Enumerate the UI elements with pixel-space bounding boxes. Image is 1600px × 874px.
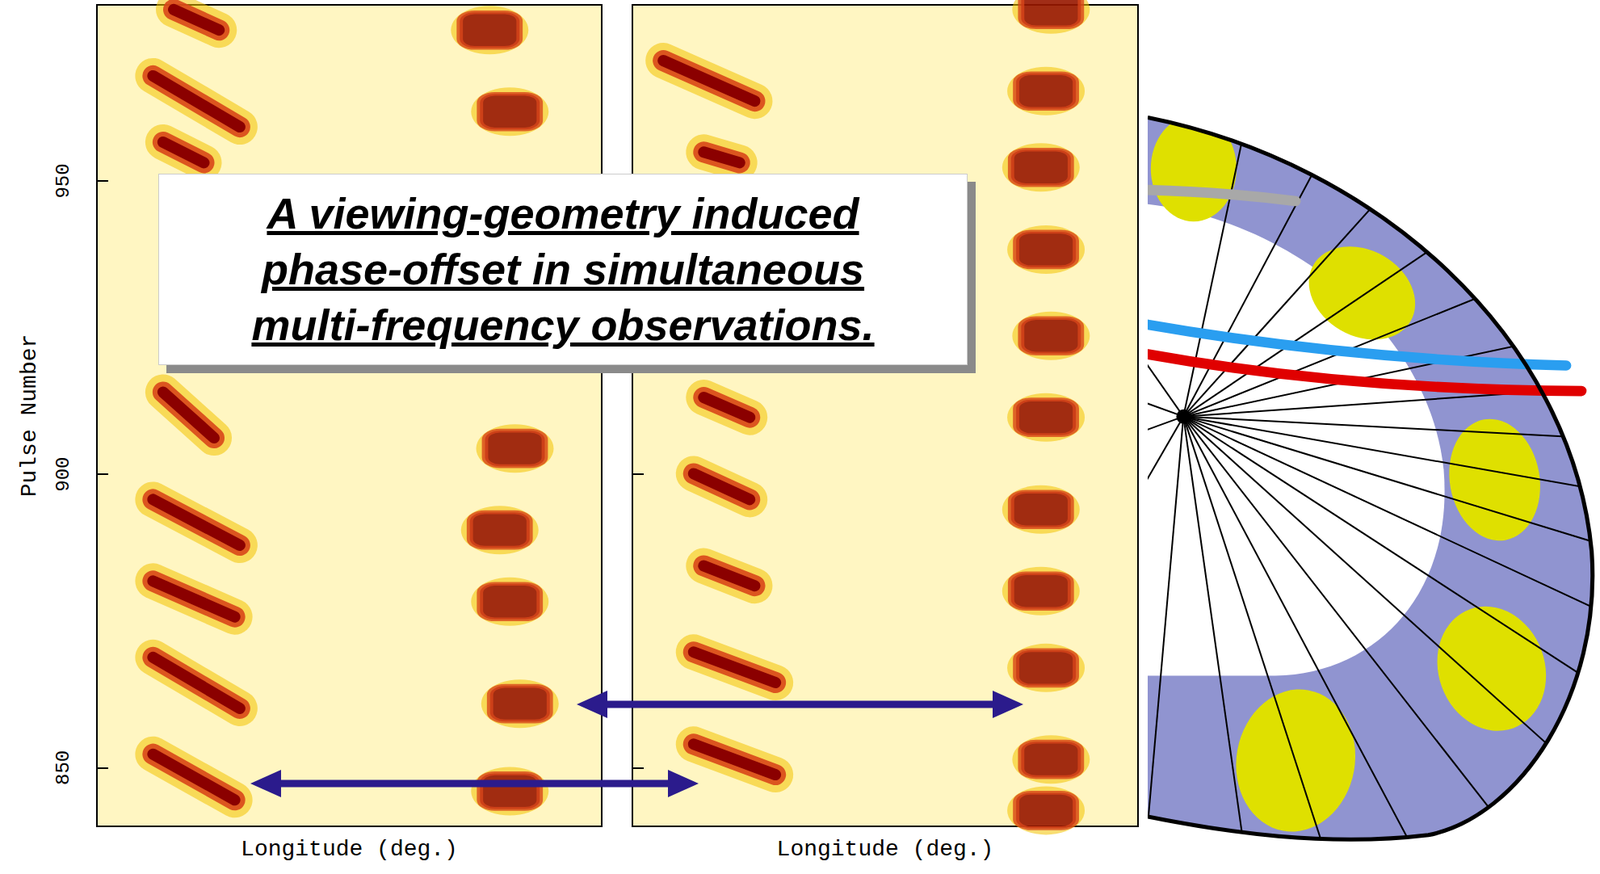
html-text:multi-frequency observations.: multi-frequency observations. bbox=[251, 300, 875, 349]
svg-text:950: 950 bbox=[52, 163, 75, 198]
html-text:A viewing-geometry induced: A viewing-geometry induced bbox=[266, 188, 860, 238]
svg-text:900: 900 bbox=[52, 457, 75, 492]
svg-text:Pulse Number: Pulse Number bbox=[16, 334, 42, 498]
svg-text:Longitude (deg.): Longitude (deg.) bbox=[240, 836, 458, 862]
svg-text:Longitude (deg.): Longitude (deg.) bbox=[776, 836, 995, 862]
svg-text:850: 850 bbox=[52, 750, 75, 786]
html-text:phase-offset in simultaneous: phase-offset in simultaneous bbox=[261, 244, 865, 294]
